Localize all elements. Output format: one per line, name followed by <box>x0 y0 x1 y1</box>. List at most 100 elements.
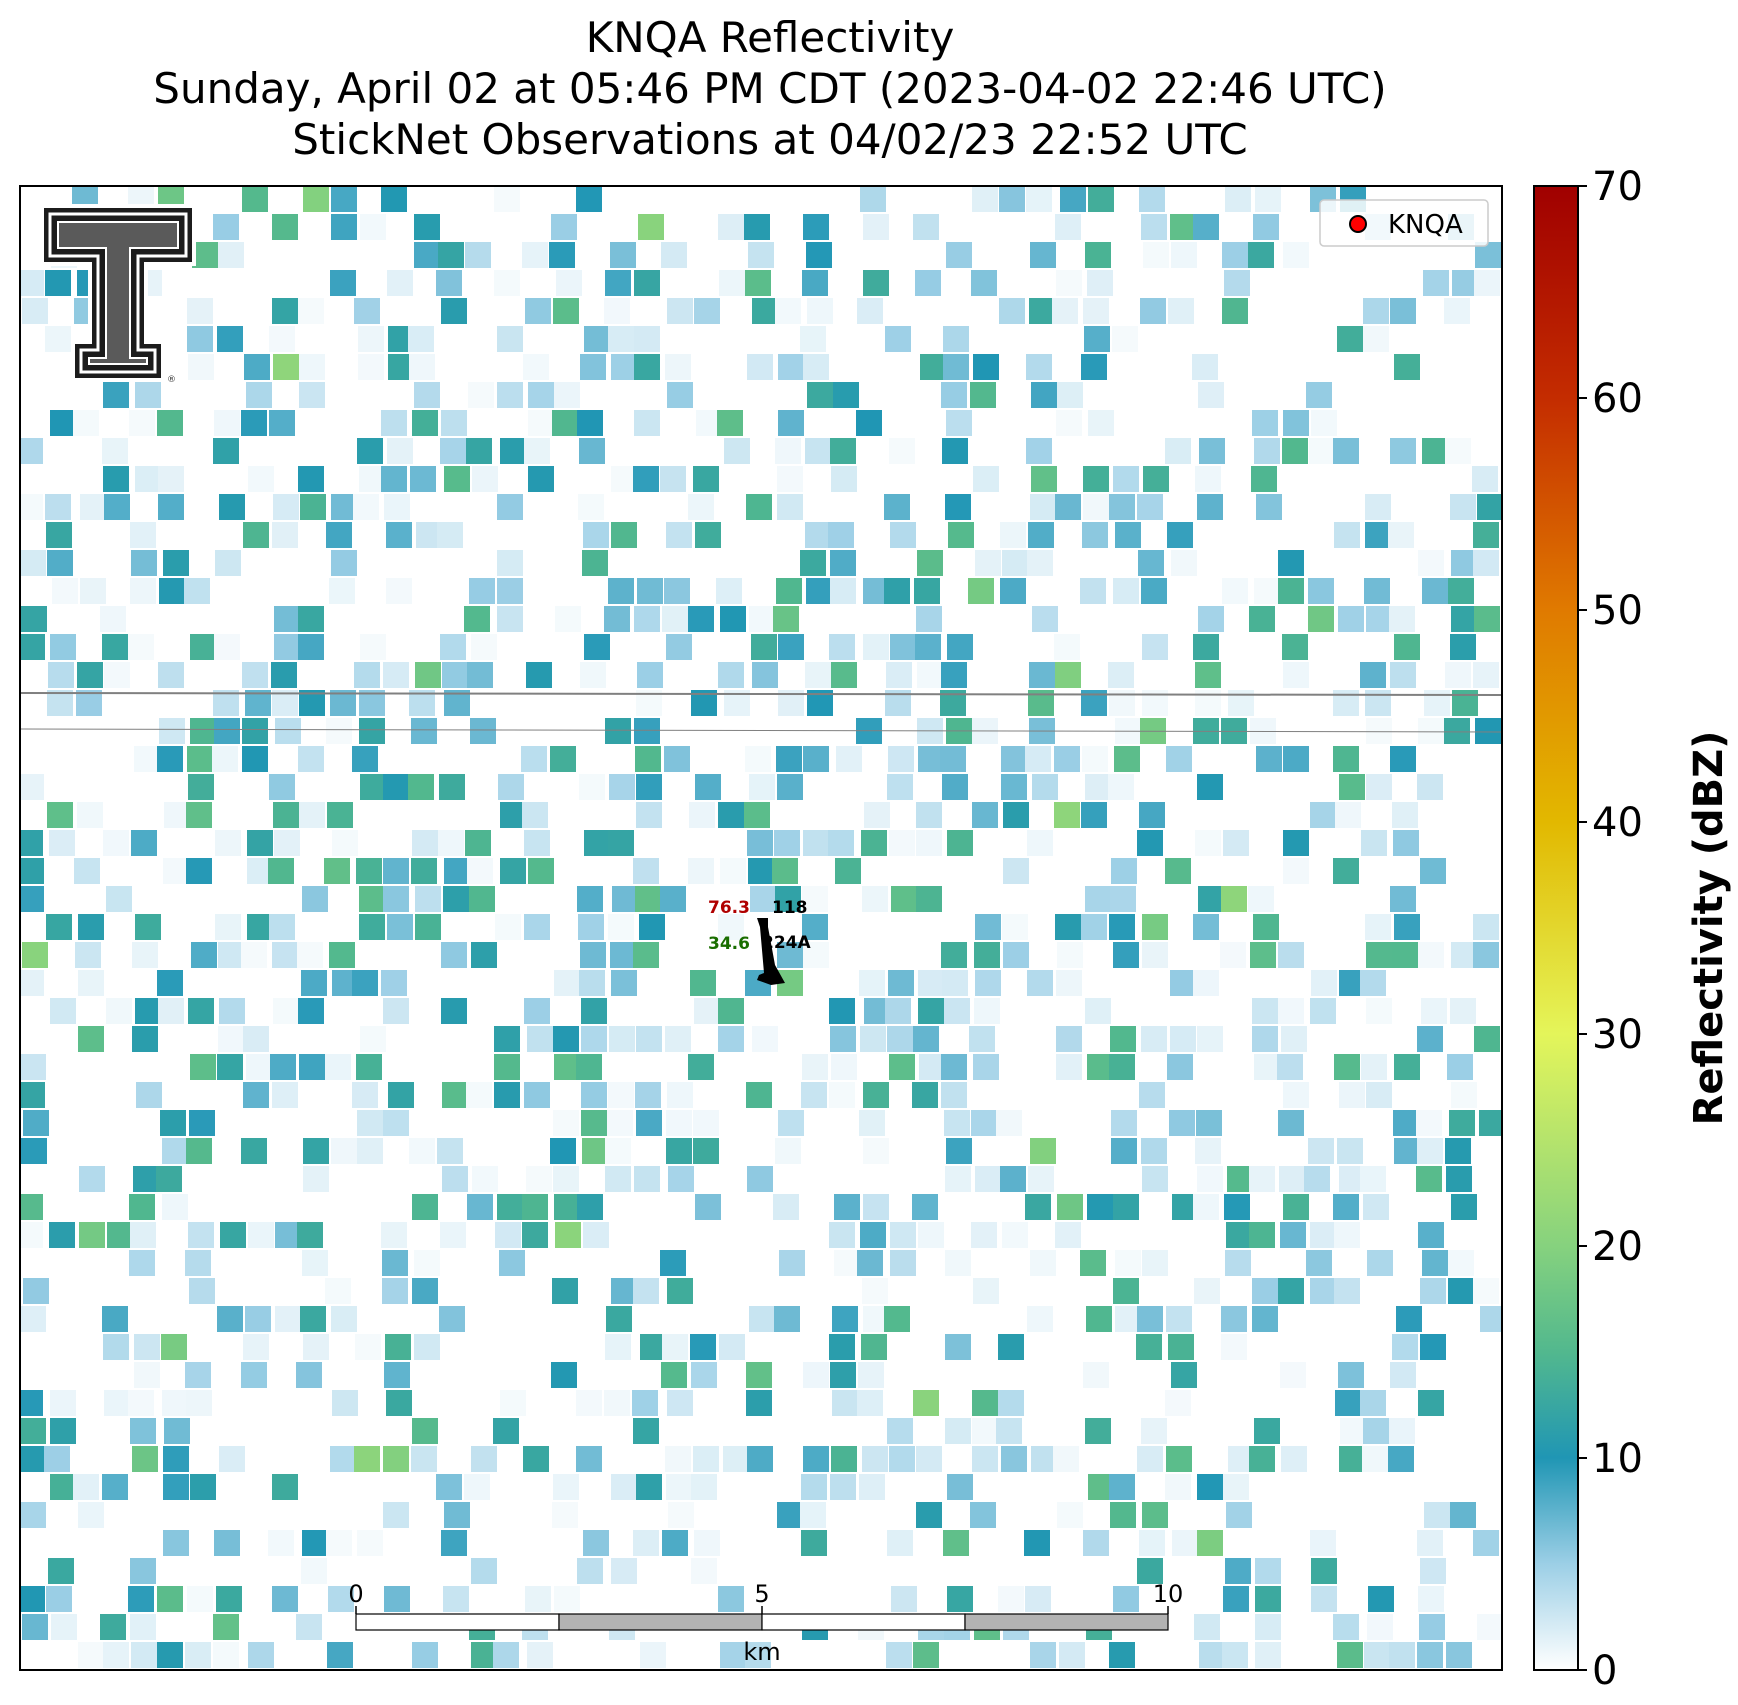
radar-bin <box>104 1390 130 1416</box>
radar-bin <box>303 186 329 212</box>
colorbar-tick-label: 70 <box>1592 164 1643 210</box>
radar-bin <box>357 438 383 464</box>
radar-bin <box>185 1362 211 1388</box>
radar-bin <box>803 830 829 856</box>
radar-bin <box>1027 550 1053 576</box>
radar-bin <box>1194 1278 1220 1304</box>
radar-bin <box>891 1586 917 1612</box>
radar-bin <box>525 298 551 324</box>
radar-bin <box>718 1586 744 1612</box>
radar-bin <box>863 1194 889 1220</box>
radar-bin <box>301 1558 327 1584</box>
radar-bin <box>384 1362 410 1388</box>
radar-bin <box>1422 438 1448 464</box>
radar-bin <box>694 298 720 324</box>
radar-bin <box>1143 242 1169 268</box>
radar-bin <box>946 242 972 268</box>
radar-bin <box>360 634 386 660</box>
radar-bin <box>553 1026 579 1052</box>
radar-bin <box>471 1642 497 1668</box>
radar-bin <box>747 1446 773 1472</box>
radar-bin <box>1083 298 1109 324</box>
radar-bin <box>608 914 634 940</box>
radar-bin <box>1310 1278 1336 1304</box>
radar-bin <box>1249 1166 1275 1192</box>
radar-bin <box>471 942 497 968</box>
radar-bin <box>414 1334 440 1360</box>
radar-bin <box>1445 1138 1471 1164</box>
radar-bin <box>1444 298 1470 324</box>
radar-bin <box>1192 354 1218 380</box>
radar-bin <box>381 410 407 436</box>
radar-bin <box>1082 522 1108 548</box>
radar-bin <box>272 942 298 968</box>
radar-bin <box>695 1194 721 1220</box>
radar-bin <box>1199 438 1225 464</box>
radar-bin <box>1367 1250 1393 1276</box>
radar-bin <box>104 662 130 688</box>
radar-bin <box>1417 1642 1443 1668</box>
radar-bin <box>270 1054 296 1080</box>
radar-bin <box>213 1614 239 1640</box>
radar-bin <box>860 1222 886 1248</box>
radar-bin <box>415 886 441 912</box>
radar-bin <box>584 830 610 856</box>
radar-bin <box>577 410 603 436</box>
radar-bin <box>1026 354 1052 380</box>
radar-bin <box>1087 270 1113 296</box>
radar-bin <box>247 914 273 940</box>
radar-bin <box>747 1166 773 1192</box>
radar-bin <box>1334 1054 1360 1080</box>
radar-bin <box>20 774 44 800</box>
radar-bin <box>1025 746 1051 772</box>
radar-bin <box>886 1642 912 1668</box>
radar-bin <box>972 802 998 828</box>
radar-bin <box>1363 1418 1389 1444</box>
radar-bin <box>857 298 883 324</box>
radar-bin <box>1052 298 1078 324</box>
radar-bin <box>1422 578 1448 604</box>
radar-bin <box>1283 662 1309 688</box>
radar-bin <box>1420 858 1446 884</box>
radar-bin <box>20 1502 46 1528</box>
radar-bin <box>243 1334 269 1360</box>
radar-bin <box>443 1586 469 1612</box>
radar-bin <box>102 1474 128 1500</box>
radar-bin <box>1252 998 1278 1024</box>
radar-bin <box>1169 1110 1195 1136</box>
radar-bin <box>219 1446 245 1472</box>
radar-bin <box>527 1642 553 1668</box>
radar-bin <box>1055 1222 1081 1248</box>
radar-bin <box>1281 1446 1307 1472</box>
radar-bin <box>947 1586 973 1612</box>
radar-bin <box>1364 578 1390 604</box>
radar-bin <box>357 1530 383 1556</box>
scale-segment-2 <box>558 1613 763 1631</box>
radar-bin <box>1111 1110 1137 1136</box>
radar-bin <box>633 1530 659 1556</box>
radar-bin <box>1474 606 1500 632</box>
radar-bin <box>1003 942 1029 968</box>
radar-bin <box>690 970 716 996</box>
radar-bin <box>411 1446 437 1472</box>
radar-bin <box>917 662 943 688</box>
radar-bin <box>1113 1586 1139 1612</box>
radar-bin <box>549 242 575 268</box>
radar-bin <box>1170 1026 1196 1052</box>
radar-bin <box>887 1026 913 1052</box>
radar-bin <box>219 494 245 520</box>
radar-bin <box>79 1166 105 1192</box>
radar-bin <box>528 466 554 492</box>
radar-bin <box>438 242 464 268</box>
radar-bin <box>330 1446 356 1472</box>
station-pressure: 118 <box>772 898 808 918</box>
radar-bin <box>48 662 74 688</box>
radar-bin <box>1142 914 1168 940</box>
radar-bin <box>383 1502 409 1528</box>
station-plot[interactable]: 76.3 118 34.6 224A <box>708 898 811 985</box>
radar-bin <box>974 998 1000 1024</box>
radar-bin <box>414 214 440 240</box>
radar-bin <box>1451 606 1477 632</box>
radar-bin <box>1165 1390 1191 1416</box>
radar-bin <box>554 382 580 408</box>
